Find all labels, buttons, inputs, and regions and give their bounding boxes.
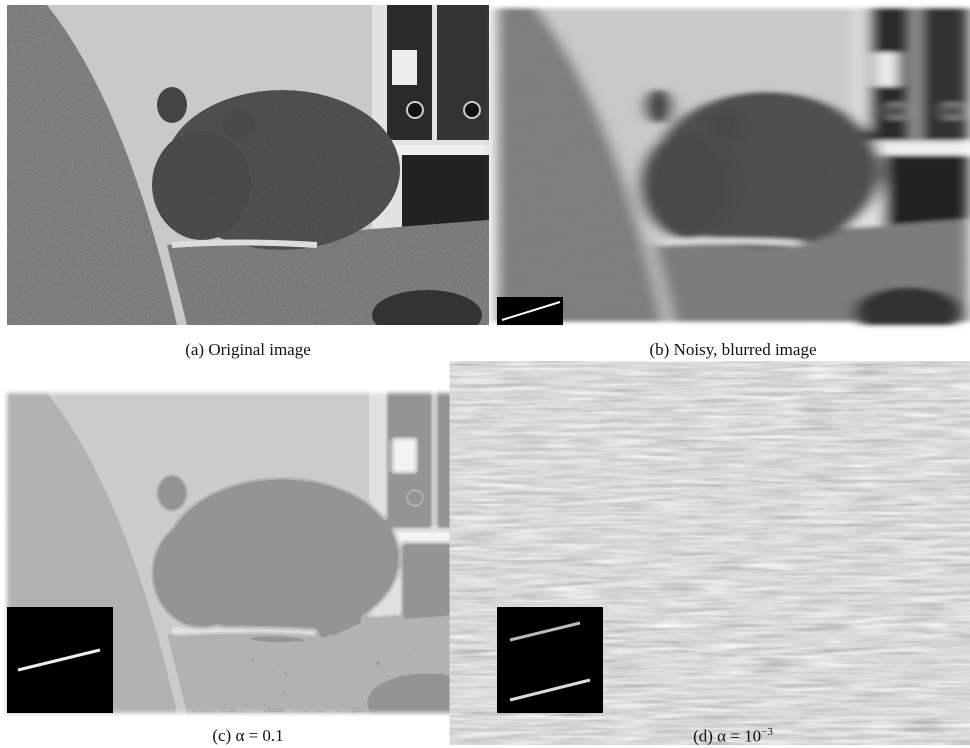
caption: (d) α = 10−3 <box>497 726 969 747</box>
kernel-line <box>501 301 561 321</box>
caption-label: (b) <box>649 340 670 359</box>
caption-text: α = 0.1 <box>235 726 284 745</box>
caption: (c) α = 0.1 <box>7 726 489 746</box>
caption-label: (c) <box>212 726 232 745</box>
caption-text: Noisy, blurred image <box>673 340 817 359</box>
caption: (b) Noisy, blurred image <box>497 340 969 360</box>
kernel-line <box>17 648 101 672</box>
kernel-inset <box>497 607 603 713</box>
caption-text: Original image <box>208 340 311 359</box>
caption-exponent: −3 <box>761 726 773 738</box>
original-image <box>7 5 489 340</box>
caption-label: (a) <box>185 340 205 359</box>
kernel-line <box>509 678 591 702</box>
caption-text: α = 10 <box>717 726 762 746</box>
blurred-image <box>497 8 969 336</box>
kernel-line <box>509 621 581 642</box>
caption-label: (d) <box>693 726 713 746</box>
caption: (a) Original image <box>7 340 489 360</box>
